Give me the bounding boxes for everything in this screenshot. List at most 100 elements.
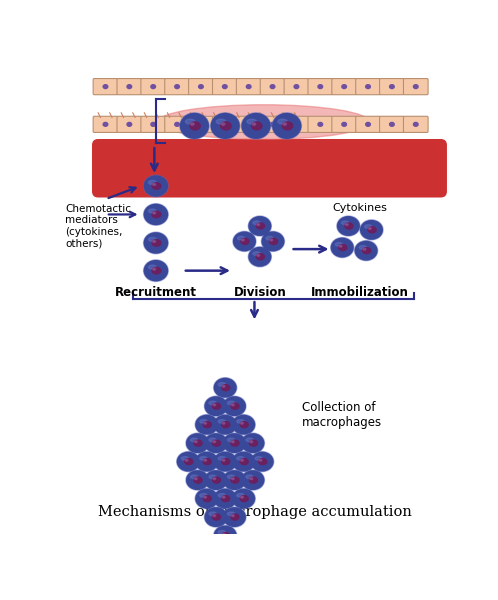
Ellipse shape <box>214 415 237 434</box>
Ellipse shape <box>224 397 245 415</box>
Ellipse shape <box>232 415 255 434</box>
FancyBboxPatch shape <box>308 116 333 133</box>
FancyBboxPatch shape <box>117 116 141 133</box>
Ellipse shape <box>228 438 235 442</box>
Ellipse shape <box>266 236 273 240</box>
FancyBboxPatch shape <box>165 116 189 133</box>
Ellipse shape <box>270 239 273 241</box>
Ellipse shape <box>272 113 301 139</box>
Ellipse shape <box>205 471 227 490</box>
FancyBboxPatch shape <box>284 116 309 133</box>
Ellipse shape <box>151 85 155 89</box>
FancyBboxPatch shape <box>213 79 237 95</box>
Ellipse shape <box>232 441 234 443</box>
Ellipse shape <box>242 113 270 138</box>
Ellipse shape <box>213 477 221 483</box>
Ellipse shape <box>215 526 236 545</box>
Ellipse shape <box>222 422 225 424</box>
Ellipse shape <box>127 122 131 126</box>
Ellipse shape <box>223 470 246 490</box>
Ellipse shape <box>250 452 274 472</box>
Ellipse shape <box>218 457 226 460</box>
Ellipse shape <box>241 238 249 244</box>
Ellipse shape <box>222 533 230 539</box>
Ellipse shape <box>204 496 207 498</box>
Ellipse shape <box>181 113 208 138</box>
Ellipse shape <box>223 433 246 453</box>
Ellipse shape <box>232 478 234 479</box>
Ellipse shape <box>331 238 354 257</box>
Ellipse shape <box>185 458 193 464</box>
FancyBboxPatch shape <box>403 79 428 95</box>
Ellipse shape <box>200 419 207 423</box>
Ellipse shape <box>152 268 161 274</box>
Ellipse shape <box>218 493 226 497</box>
Ellipse shape <box>143 175 168 197</box>
Ellipse shape <box>231 477 239 483</box>
Ellipse shape <box>199 122 203 126</box>
Ellipse shape <box>251 122 262 130</box>
Ellipse shape <box>181 457 189 460</box>
Ellipse shape <box>249 477 257 483</box>
Ellipse shape <box>337 216 360 236</box>
Text: Chemotactic
mediators
(cytokines,
others): Chemotactic mediators (cytokines, others… <box>65 203 131 248</box>
Ellipse shape <box>363 248 366 250</box>
Ellipse shape <box>215 379 236 397</box>
Ellipse shape <box>216 119 226 124</box>
Ellipse shape <box>278 119 287 124</box>
Ellipse shape <box>195 452 218 472</box>
FancyBboxPatch shape <box>237 79 261 95</box>
Ellipse shape <box>222 123 225 125</box>
Ellipse shape <box>143 232 168 254</box>
Ellipse shape <box>249 216 271 236</box>
Ellipse shape <box>242 113 270 139</box>
Ellipse shape <box>368 227 376 233</box>
Ellipse shape <box>144 176 167 196</box>
Ellipse shape <box>153 184 155 185</box>
Ellipse shape <box>222 458 230 464</box>
Ellipse shape <box>194 477 202 483</box>
Ellipse shape <box>342 221 349 224</box>
Ellipse shape <box>242 470 264 490</box>
Ellipse shape <box>200 493 207 497</box>
Ellipse shape <box>233 232 256 251</box>
Ellipse shape <box>209 512 217 515</box>
FancyBboxPatch shape <box>92 139 447 197</box>
FancyBboxPatch shape <box>117 79 141 95</box>
Ellipse shape <box>389 122 394 126</box>
Ellipse shape <box>152 239 161 246</box>
FancyBboxPatch shape <box>141 79 165 95</box>
Ellipse shape <box>211 113 240 139</box>
Ellipse shape <box>253 221 260 224</box>
Ellipse shape <box>209 475 217 479</box>
Ellipse shape <box>218 383 226 386</box>
Ellipse shape <box>360 220 383 240</box>
Ellipse shape <box>242 434 264 452</box>
Ellipse shape <box>222 385 225 387</box>
FancyBboxPatch shape <box>379 79 404 95</box>
Ellipse shape <box>215 415 236 434</box>
Ellipse shape <box>203 496 211 502</box>
Ellipse shape <box>222 533 225 535</box>
Ellipse shape <box>186 470 209 490</box>
Ellipse shape <box>204 422 207 424</box>
Text: Division: Division <box>234 286 286 299</box>
Ellipse shape <box>256 254 264 260</box>
Ellipse shape <box>213 514 221 520</box>
Ellipse shape <box>241 460 244 461</box>
Ellipse shape <box>233 452 254 471</box>
Ellipse shape <box>177 452 200 472</box>
Ellipse shape <box>270 85 275 89</box>
Ellipse shape <box>342 122 347 126</box>
Ellipse shape <box>223 122 227 126</box>
FancyBboxPatch shape <box>260 116 285 133</box>
FancyBboxPatch shape <box>189 116 213 133</box>
Ellipse shape <box>228 401 235 405</box>
Ellipse shape <box>191 123 194 125</box>
Ellipse shape <box>262 232 284 251</box>
Ellipse shape <box>413 122 418 126</box>
FancyBboxPatch shape <box>213 116 237 133</box>
Ellipse shape <box>251 452 273 471</box>
FancyBboxPatch shape <box>332 79 357 95</box>
Ellipse shape <box>250 478 252 479</box>
